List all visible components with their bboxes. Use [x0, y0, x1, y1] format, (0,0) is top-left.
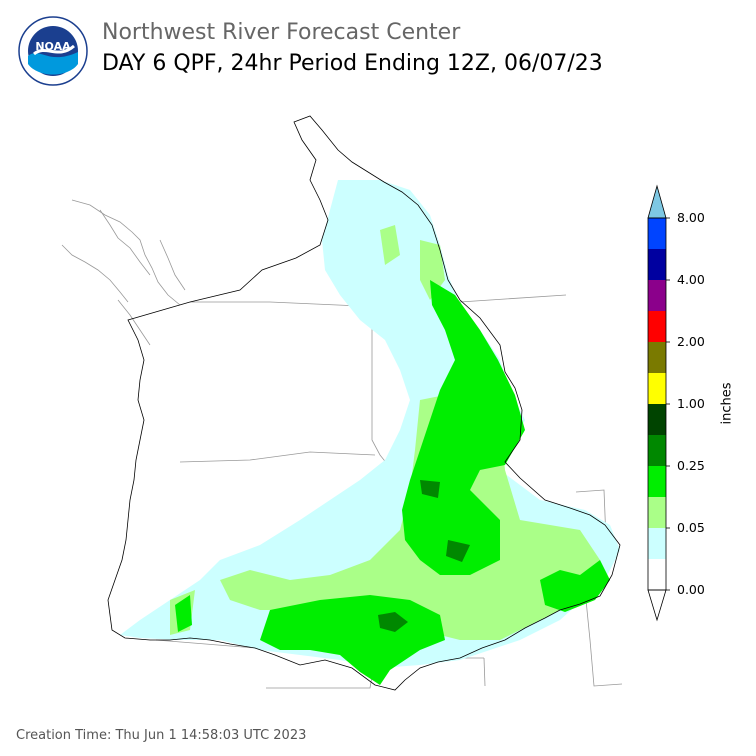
logo-text: NOAA	[35, 40, 71, 53]
colorbar-tick-label: 1.00	[677, 396, 705, 411]
colorbar-bin	[648, 249, 666, 280]
colorbar-tick-label: 2.00	[677, 334, 705, 349]
precip-field	[120, 180, 620, 685]
colorbar-over-arrow	[647, 184, 667, 219]
colorbar-bin	[648, 280, 666, 311]
colorbar-bin	[648, 311, 666, 342]
colorbar-unit: inches	[719, 382, 735, 425]
colorbar-tick-label: 4.00	[677, 272, 705, 287]
colorbar-tick-label: 0.05	[677, 520, 705, 535]
colorbar-bin	[648, 466, 666, 497]
agency-title: Northwest River Forecast Center	[102, 20, 461, 45]
colorbar-bin	[648, 218, 666, 249]
colorbar	[647, 184, 670, 622]
colorbar-under-arrow	[647, 589, 667, 622]
colorbar-tick-label: 8.00	[677, 210, 705, 225]
colorbar-bin	[648, 528, 666, 559]
basin-boundary	[107, 115, 621, 691]
colorbar-bin	[648, 559, 666, 590]
colorbar-bin	[648, 373, 666, 404]
colorbar-bin	[648, 497, 666, 528]
colorbar-bin	[648, 404, 666, 435]
noaa-logo: NOAA	[18, 16, 88, 86]
coastline-gray	[61, 199, 186, 346]
colorbar-bin	[648, 342, 666, 373]
colorbar-bin	[648, 435, 666, 466]
product-title: DAY 6 QPF, 24hr Period Ending 12Z, 06/07…	[102, 51, 603, 76]
colorbar-tick-label: 0.00	[677, 582, 705, 597]
colorbar-tick-label: 0.25	[677, 458, 705, 473]
creation-time: Creation Time: Thu Jun 1 14:58:03 UTC 20…	[16, 728, 307, 743]
